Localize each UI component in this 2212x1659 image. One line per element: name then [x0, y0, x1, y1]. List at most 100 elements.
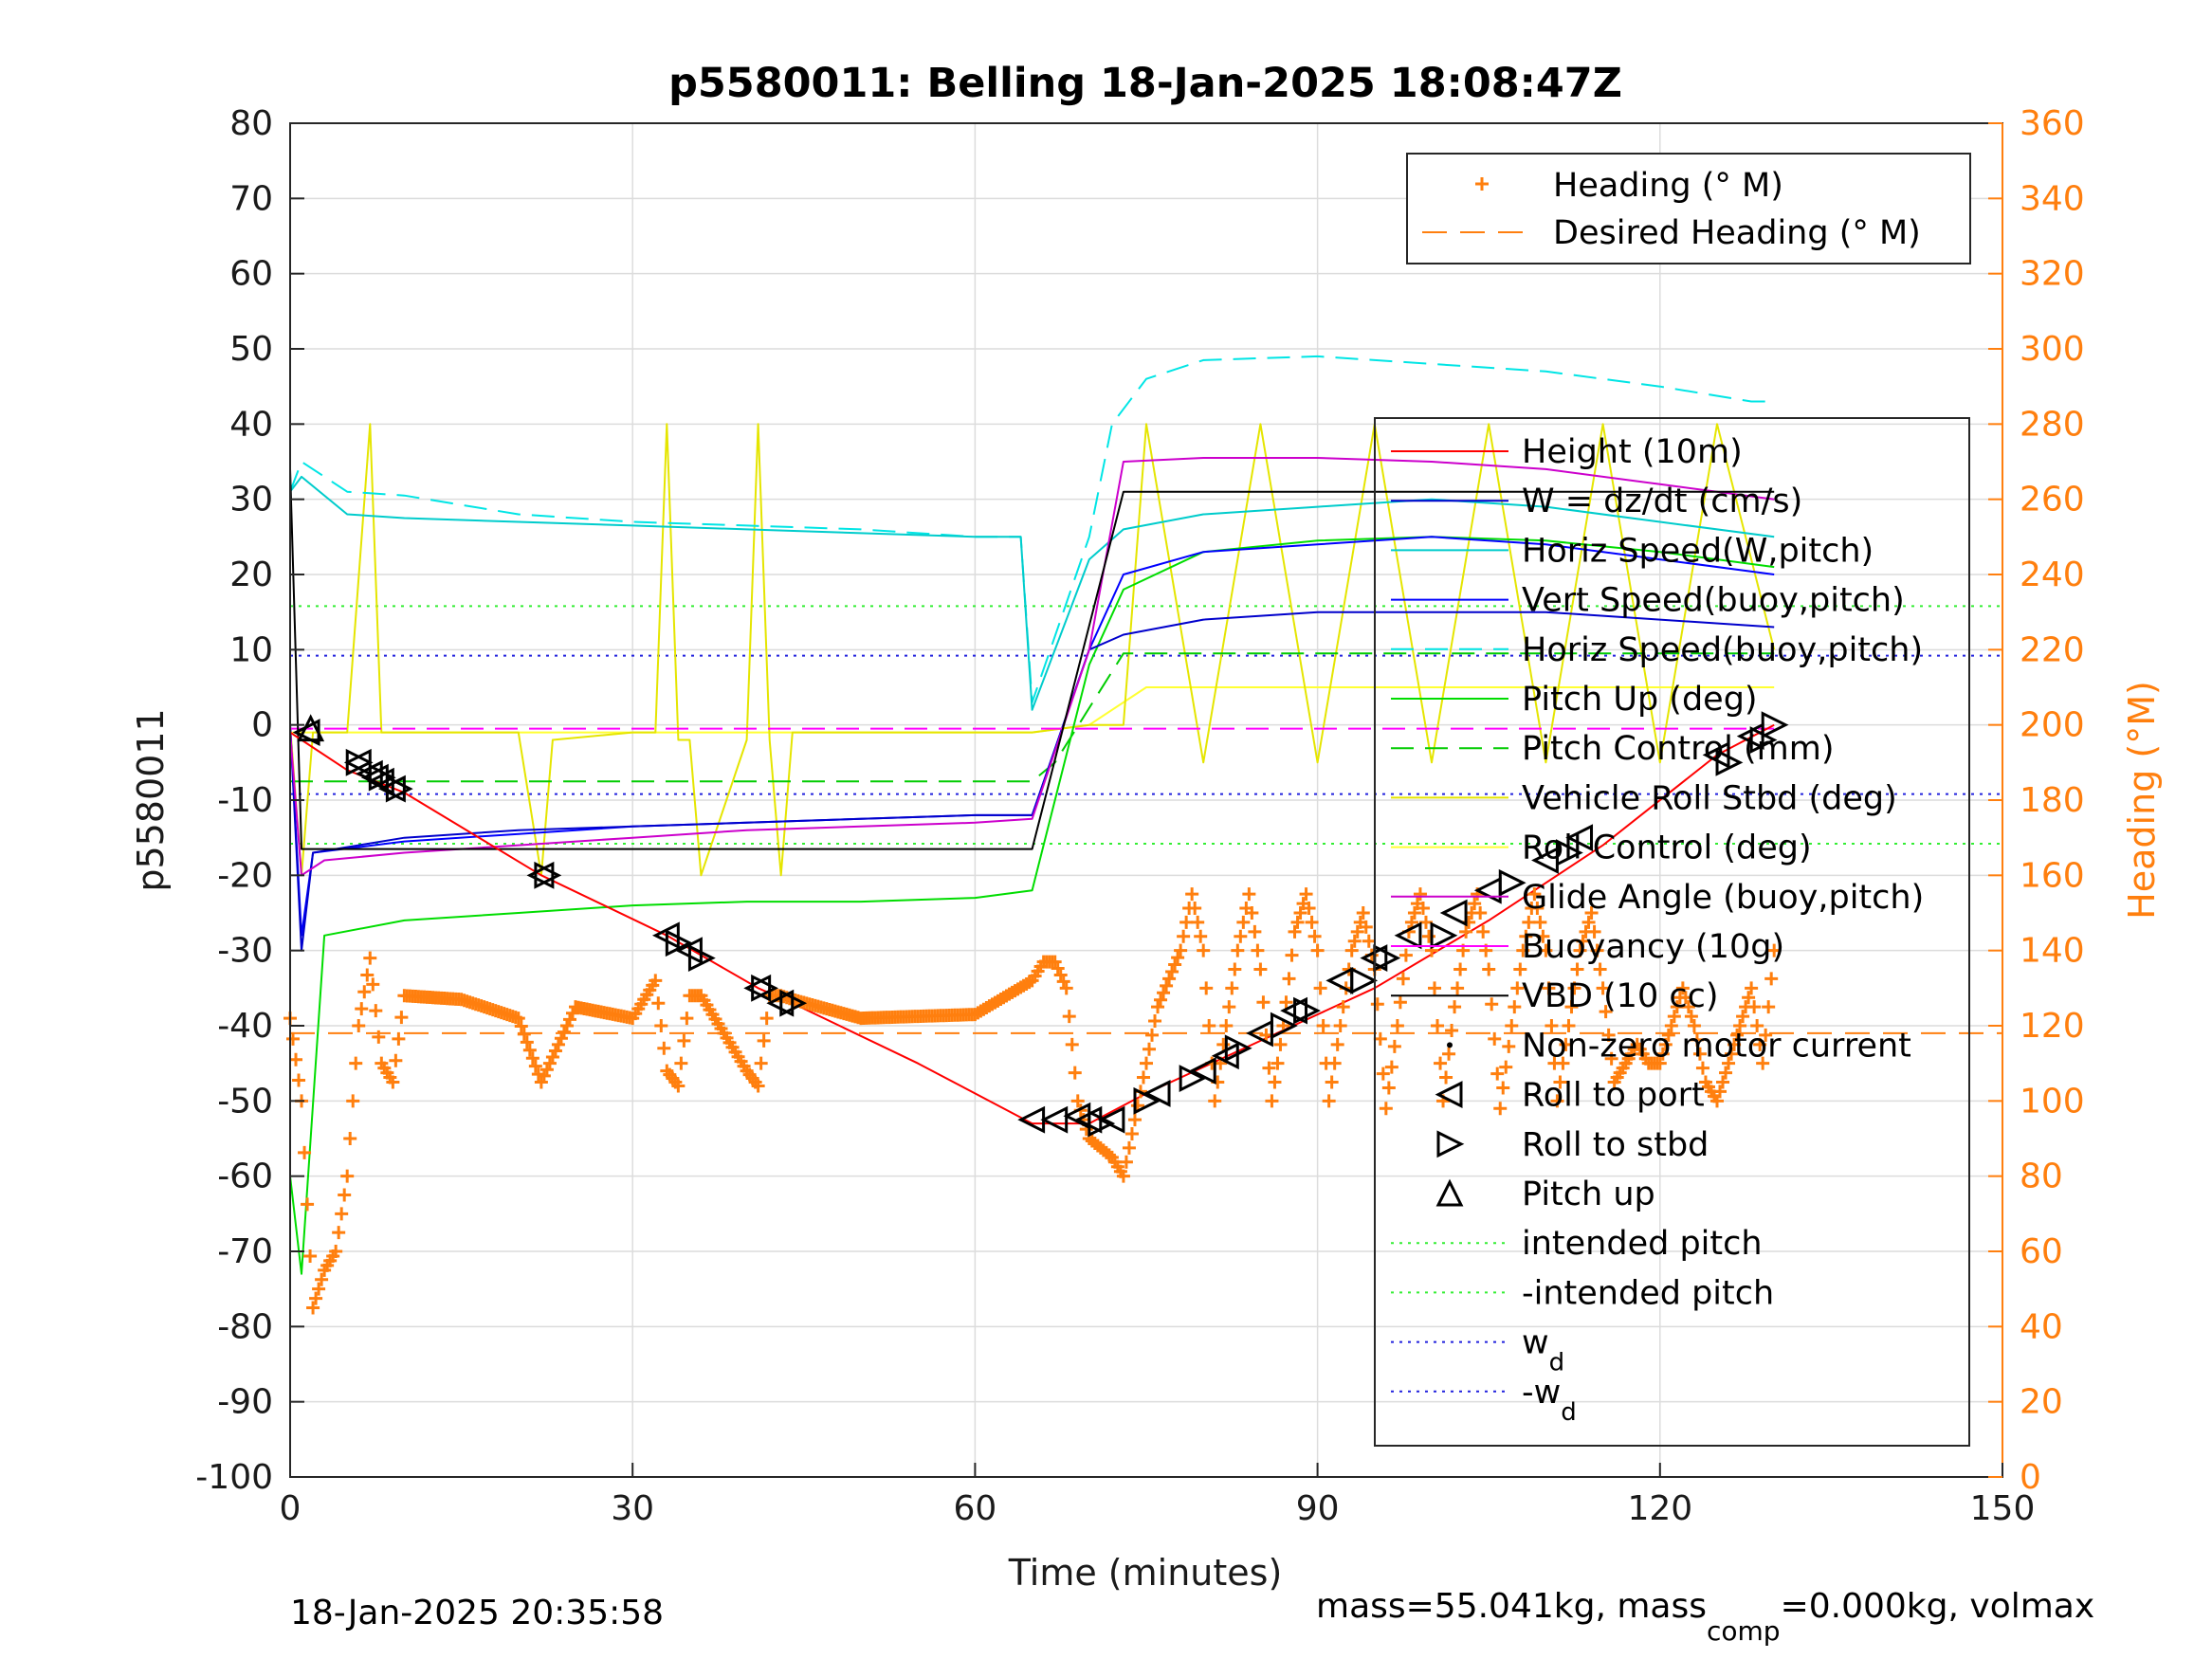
heading-marker	[1333, 1019, 1347, 1032]
y-tick-label: 40	[229, 405, 273, 444]
heading-marker	[1154, 993, 1168, 1007]
right-tick-label: 180	[2020, 781, 2085, 820]
heading-marker	[1390, 1019, 1404, 1032]
heading-marker	[1202, 1019, 1216, 1032]
heading-marker	[1434, 1056, 1448, 1070]
right-axis-label: Heading (°M)	[2121, 681, 2163, 920]
legend-label: Pitch Up (deg)	[1522, 681, 1758, 719]
heading-marker	[1127, 1113, 1142, 1127]
heading-marker	[1350, 924, 1364, 939]
heading-marker	[1191, 915, 1205, 929]
y-tick-label: 80	[229, 104, 273, 143]
heading-marker	[1596, 981, 1610, 995]
heading-marker	[292, 1073, 306, 1087]
heading-marker	[1713, 1085, 1728, 1099]
heading-marker	[1048, 955, 1062, 969]
heading-marker	[286, 1031, 301, 1046]
legend-label: Glide Angle (buoy,pitch)	[1522, 879, 1924, 917]
heading-marker	[315, 1272, 329, 1286]
heading-marker	[1219, 1019, 1234, 1032]
heading-marker	[1253, 962, 1268, 976]
heading-marker	[335, 1207, 349, 1221]
legend-label: VBD (10 cc)	[1522, 977, 1719, 1015]
heading-marker	[1421, 929, 1435, 943]
heading-marker	[1293, 906, 1307, 920]
heading-marker	[1102, 1148, 1116, 1162]
heading-marker	[1404, 915, 1418, 929]
heading-marker	[1499, 1060, 1513, 1074]
x-tick-label: 0	[280, 1489, 302, 1528]
heading-marker	[1681, 1000, 1695, 1014]
heading-marker	[1179, 915, 1194, 929]
heading-marker	[1398, 948, 1413, 962]
heading-marker	[557, 1025, 571, 1039]
heading-marker	[1764, 972, 1779, 986]
y-tick-label: 20	[229, 556, 273, 594]
roll-to-stbd-marker	[779, 989, 808, 1017]
heading-marker	[1197, 943, 1211, 957]
heading-marker	[1070, 1094, 1085, 1108]
right-tick-label: 240	[2020, 556, 2085, 594]
right-tick-label: 260	[2020, 481, 2085, 520]
heading-marker	[551, 1037, 565, 1051]
heading-marker	[1767, 943, 1782, 957]
legend-heading-label: Desired Heading (° M)	[1553, 214, 1921, 252]
roll-to-stbd-marker	[1430, 921, 1458, 950]
heading-marker	[1530, 902, 1545, 916]
heading-marker	[1759, 1028, 1773, 1042]
roll-to-port-marker	[743, 974, 772, 1002]
heading-marker	[1330, 1037, 1344, 1051]
roll-to-port-marker	[1097, 1105, 1125, 1134]
heading-marker	[751, 1079, 765, 1093]
y-tick-label: 70	[229, 179, 273, 218]
heading-marker	[1431, 1019, 1445, 1032]
legend-label: intended pitch	[1522, 1225, 1763, 1263]
heading-marker	[1482, 962, 1496, 976]
roll-to-stbd-marker	[1715, 748, 1744, 776]
roll-to-port-marker	[526, 861, 555, 889]
heading-marker	[1762, 1000, 1776, 1014]
roll-to-stbd-marker	[687, 944, 716, 973]
heading-marker	[1747, 1000, 1762, 1014]
roll-to-stbd-marker	[1088, 1109, 1116, 1138]
heading-marker	[1234, 929, 1248, 943]
legend-label: Roll to stbd	[1522, 1126, 1709, 1164]
heading-marker	[1148, 1014, 1162, 1029]
heading-marker	[1245, 906, 1259, 920]
heading-marker	[1316, 1019, 1330, 1032]
footer-mass-sub: comp	[1707, 1615, 1781, 1647]
heading-marker	[1601, 1028, 1616, 1042]
roll-to-stbd-marker	[345, 748, 374, 776]
heading-marker	[1690, 1032, 1704, 1047]
y-tick-label: 10	[229, 630, 273, 669]
heading-marker	[298, 1145, 312, 1159]
heading-marker	[1684, 1010, 1698, 1024]
heading-marker	[1468, 897, 1482, 911]
heading-marker	[340, 1169, 355, 1183]
legend-main: Height (10m) W = dz/dt (cm/s) Horiz Speed(…	[1374, 417, 1970, 1447]
roll-to-stbd-marker	[385, 775, 413, 803]
heading-marker	[1716, 1075, 1730, 1089]
heading-marker	[548, 1044, 562, 1058]
heading-marker	[759, 1012, 774, 1026]
heading-marker	[1359, 920, 1373, 934]
heading-marker	[1145, 1028, 1160, 1042]
heading-marker	[1336, 1000, 1350, 1014]
y-tick-label: -80	[217, 1307, 273, 1346]
heading-marker	[1593, 962, 1607, 976]
heading-marker	[1122, 1140, 1136, 1155]
heading-marker	[1271, 1056, 1285, 1070]
legend-dot-symbol	[1447, 1042, 1453, 1048]
heading-marker	[1290, 915, 1305, 929]
heading-marker	[1493, 1102, 1508, 1116]
heading-marker	[289, 1052, 303, 1066]
legend-heading-label: Heading (° M)	[1553, 167, 1783, 205]
heading-marker	[1519, 929, 1533, 943]
y-axis-ticks: 80 70 60 50 40 30 20 10 0 -10 -20 -30 -40 -50 -60 -70 -8…	[195, 104, 304, 1497]
right-tick-label: 160	[2020, 856, 2085, 895]
roll-to-stbd-marker	[1179, 1065, 1207, 1092]
heading-marker	[1056, 975, 1070, 989]
heading-marker	[562, 1012, 576, 1027]
heading-marker	[363, 951, 377, 965]
